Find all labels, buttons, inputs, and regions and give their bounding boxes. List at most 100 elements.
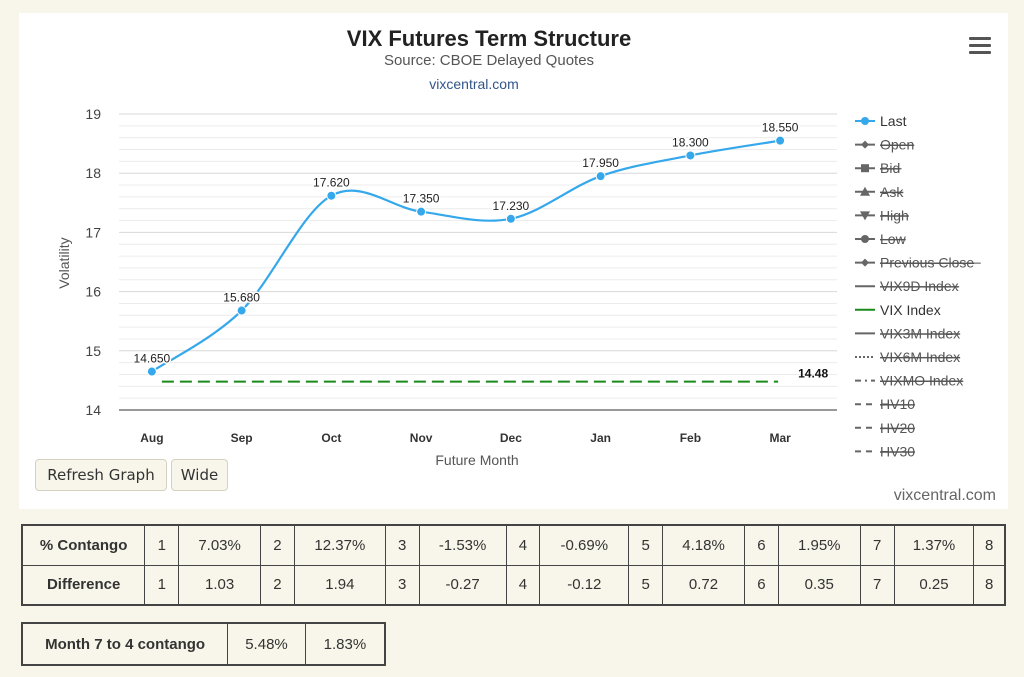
value-cell: 0.35	[777, 564, 861, 606]
legend-item[interactable]: VIXMO Index	[855, 373, 963, 389]
plot-area: 14.48 14.650 15.680 17.620 17.350 17.230 17.95…	[132, 119, 828, 383]
chart-title: VIX Futures Term Structure	[347, 26, 631, 51]
x-axis-title: Future Month	[435, 452, 518, 468]
contango-table: % Contango 1 7.03% 2 12.37% 3 -1.53% 4 -0.69% 5 4.…	[21, 524, 1006, 606]
x-tick-label: Sep	[231, 431, 253, 445]
x-tick-label: Dec	[500, 431, 522, 445]
legend-label: Last	[880, 113, 907, 129]
data-point	[775, 135, 786, 146]
data-label: 17.620	[313, 176, 350, 190]
last-series-line	[151, 139, 781, 373]
wide-button[interactable]: Wide	[171, 459, 228, 491]
x-tick-label: Jan	[590, 431, 611, 445]
x-tick-label: Mar	[769, 431, 791, 445]
chart-panel: VIX Futures Term Structure Source: CBOE …	[19, 13, 1008, 509]
table-row: % Contango 1 7.03% 2 12.37% 3 -1.53% 4 -0.69% 5 4.…	[21, 524, 1006, 566]
value-cell: -1.53%	[418, 524, 507, 566]
data-label: 14.650	[134, 352, 171, 366]
month-index-cell: 6	[743, 564, 779, 606]
month-index-cell: 4	[505, 524, 541, 566]
data-point	[146, 366, 157, 377]
data-point	[595, 171, 606, 182]
legend-item[interactable]: VIX9D Index	[855, 278, 960, 294]
month-contango-value: 1.83%	[304, 622, 386, 666]
data-label: 18.550	[762, 121, 799, 135]
refresh-graph-button[interactable]: Refresh Graph	[35, 459, 167, 491]
legend-marker-icon	[861, 117, 869, 125]
x-tick-label: Oct	[321, 431, 341, 445]
axes: 14 15 16 17 18 19 Aug Sep Oct Nov Dec Jan Feb Mar Futu…	[56, 106, 837, 468]
month-index-cell: 7	[859, 524, 895, 566]
chart-svg: VIX Futures Term Structure Source: CBOE …	[56, 26, 981, 468]
value-cell: -0.27	[418, 564, 507, 606]
legend-item[interactable]: VIX Index	[855, 302, 941, 318]
value-cell: 12.37%	[293, 524, 386, 566]
table-row: Month 7 to 4 contango 5.48% 1.83%	[21, 622, 386, 666]
legend-item[interactable]: HV30	[855, 443, 915, 459]
legend-item[interactable]: VIX3M Index	[855, 325, 960, 341]
menu-icon[interactable]	[969, 37, 991, 55]
legend-marker-icon	[861, 258, 869, 267]
chart-subtitle: Source: CBOE Delayed Quotes	[384, 52, 594, 69]
legend-item[interactable]: Low	[855, 231, 907, 247]
y-tick-label: 19	[85, 106, 101, 122]
data-label: 18.300	[672, 135, 709, 149]
month-index-cell: 8	[973, 524, 1006, 566]
month-index-cell: 1	[144, 524, 180, 566]
y-tick-label: 18	[85, 165, 101, 181]
legend-item[interactable]: Bid	[855, 160, 902, 176]
legend-item[interactable]: VIX6M Index	[855, 349, 960, 365]
data-point	[416, 206, 427, 217]
row-label: Difference	[21, 564, 146, 606]
value-cell: 0.25	[893, 564, 975, 606]
data-point	[685, 150, 696, 161]
month-index-cell: 4	[505, 564, 541, 606]
legend-item[interactable]: HV10	[855, 396, 915, 412]
month-index-cell: 7	[859, 564, 895, 606]
legend-item[interactable]: Last	[855, 113, 907, 129]
month-contango-table: Month 7 to 4 contango 5.48% 1.83%	[21, 622, 386, 666]
month-index-cell: 6	[743, 524, 779, 566]
legend-item[interactable]: HV20	[855, 420, 915, 436]
value-cell: 4.18%	[662, 524, 745, 566]
credit-link[interactable]: vixcentral.com	[893, 487, 996, 504]
vix-index-label: 14.48	[798, 367, 828, 381]
data-label: 17.350	[403, 192, 440, 206]
x-tick-label: Nov	[410, 431, 433, 445]
legend: Last Open Bid Ask High Low Previous Close VIX9D…	[855, 113, 981, 459]
month-index-cell: 1	[144, 564, 180, 606]
y-tick-label: 17	[85, 224, 101, 240]
month-index-cell: 2	[260, 564, 295, 606]
month-index-cell: 5	[628, 524, 664, 566]
legend-marker-icon	[861, 140, 869, 149]
legend-marker-icon	[861, 164, 869, 173]
month-index-cell: 3	[384, 524, 420, 566]
x-tick-label: Feb	[680, 431, 701, 445]
value-cell: 1.95%	[777, 524, 861, 566]
legend-marker-icon	[860, 211, 870, 221]
data-point	[236, 305, 247, 316]
value-cell: 1.94	[293, 564, 386, 606]
legend-item[interactable]: Previous Close	[855, 255, 981, 271]
value-cell: 7.03%	[178, 524, 262, 566]
legend-label: VIX Index	[880, 302, 941, 318]
value-cell: 1.37%	[893, 524, 975, 566]
data-point	[326, 190, 337, 201]
y-axis-title: Volatility	[56, 237, 72, 288]
value-cell: -0.69%	[539, 524, 630, 566]
x-tick-label: Aug	[140, 431, 163, 445]
month-contango-label: Month 7 to 4 contango	[21, 622, 229, 666]
table-row: Difference 1 1.03 2 1.94 3 -0.27 4 -0.12 5 0.72 6 0.…	[21, 564, 1006, 606]
month-index-cell: 8	[973, 564, 1006, 606]
month-index-cell: 3	[384, 564, 420, 606]
legend-marker-icon	[861, 235, 869, 243]
y-tick-label: 15	[85, 343, 101, 359]
data-point	[505, 213, 516, 224]
legend-item[interactable]: Open	[855, 137, 914, 153]
month-index-cell: 2	[260, 524, 295, 566]
legend-item[interactable]: High	[855, 207, 909, 223]
legend-item[interactable]: Ask	[855, 184, 904, 200]
y-tick-label: 14	[85, 402, 101, 418]
row-label: % Contango	[21, 524, 146, 566]
chart-source-link[interactable]: vixcentral.com	[429, 76, 518, 92]
